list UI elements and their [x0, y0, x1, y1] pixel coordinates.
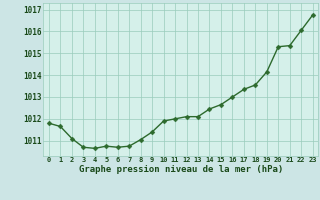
X-axis label: Graphe pression niveau de la mer (hPa): Graphe pression niveau de la mer (hPa)	[79, 165, 283, 174]
